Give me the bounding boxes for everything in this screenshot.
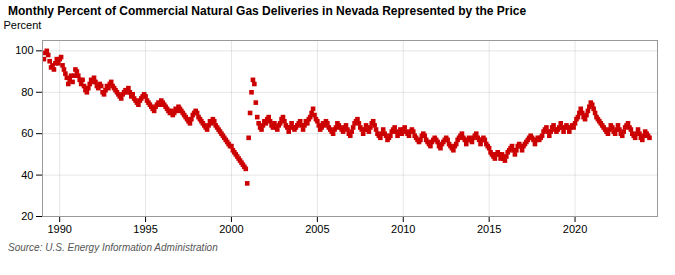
html-text:Monthly Percent of Commercial: Monthly Percent of Commercial Natural Ga…	[8, 4, 527, 18]
svg-text:40: 40	[21, 169, 33, 181]
svg-text:20: 20	[21, 210, 33, 222]
svg-text:60: 60	[21, 127, 33, 139]
svg-text:1990: 1990	[47, 223, 71, 235]
svg-text:2000: 2000	[219, 223, 243, 235]
svg-text:100: 100	[15, 44, 33, 56]
svg-text:2020: 2020	[563, 223, 587, 235]
svg-text:2015: 2015	[477, 223, 501, 235]
svg-text:Percent: Percent	[4, 19, 42, 31]
svg-text:80: 80	[21, 86, 33, 98]
html-text:Source: U.S. Energy Informatio: Source: U.S. Energy Information Administ…	[8, 242, 218, 253]
svg-text:2005: 2005	[305, 223, 329, 235]
svg-text:1995: 1995	[133, 223, 157, 235]
svg-text:2010: 2010	[391, 223, 415, 235]
